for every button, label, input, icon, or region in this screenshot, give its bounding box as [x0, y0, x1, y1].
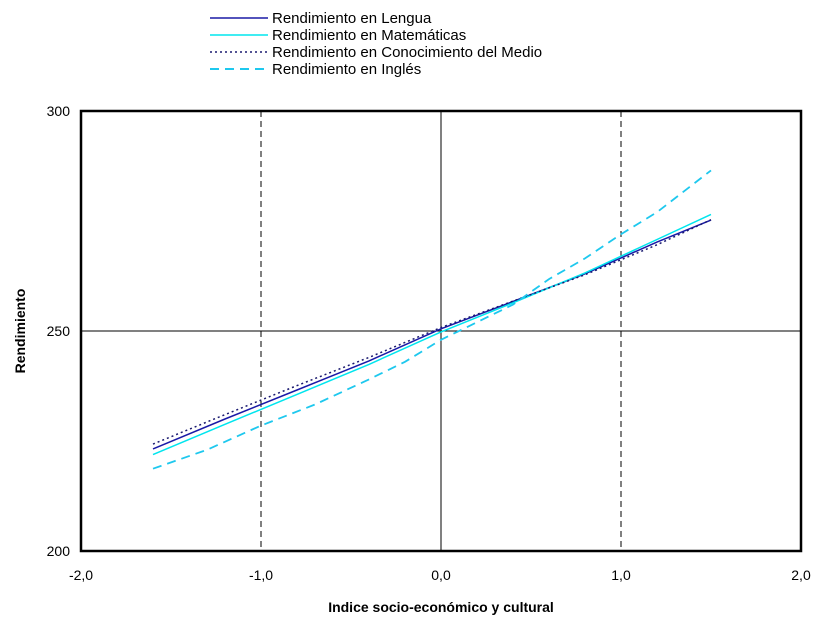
x-tick-label: -2,0	[69, 567, 93, 583]
series-lines	[152, 169, 712, 470]
y-tick-labels: 200 250 300	[47, 103, 71, 559]
series-line-4	[152, 169, 712, 470]
legend-label-3: Rendimiento en Conocimiento del Medio	[272, 44, 542, 61]
x-tick-labels: -2,0 -1,0 0,0 1,0 2,0	[69, 567, 811, 583]
y-axis-title: Rendimiento	[12, 289, 28, 374]
x-tick-label: 0,0	[431, 567, 451, 583]
y-tick-label: 250	[47, 323, 71, 339]
x-tick-label: 1,0	[611, 567, 631, 583]
y-tick-label: 300	[47, 103, 71, 119]
y-tick-label: 200	[47, 543, 71, 559]
x-tick-label: 2,0	[791, 567, 811, 583]
legend-label-4: Rendimiento en Inglés	[272, 61, 421, 78]
x-tick-label: -1,0	[249, 567, 273, 583]
legend-label-2: Rendimiento en Matemáticas	[272, 27, 466, 44]
legend-label-1: Rendimiento en Lengua	[272, 10, 432, 27]
series-line-2	[152, 213, 712, 456]
x-axis-title: Indice socio-económico y cultural	[328, 599, 554, 615]
series-line-1	[152, 219, 712, 450]
series-line-3	[152, 219, 712, 445]
reference-lines	[81, 111, 801, 551]
